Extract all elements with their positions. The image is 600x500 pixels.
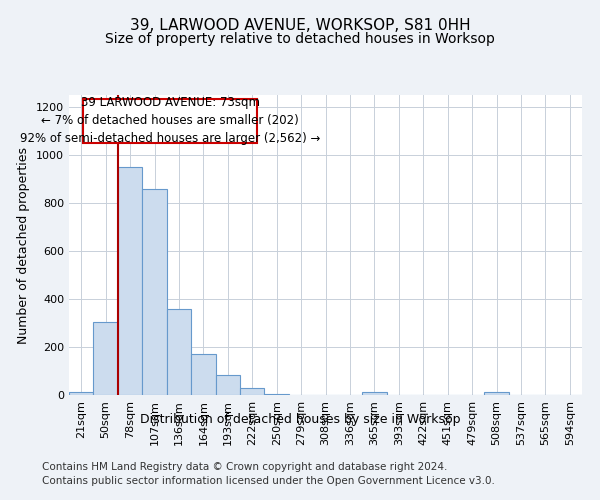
Bar: [118, 167, 142, 395]
Text: 39, LARWOOD AVENUE, WORKSOP, S81 0HH: 39, LARWOOD AVENUE, WORKSOP, S81 0HH: [130, 18, 470, 32]
Y-axis label: Number of detached properties: Number of detached properties: [17, 146, 31, 344]
Bar: [240, 388, 265, 395]
Text: Distribution of detached houses by size in Worksop: Distribution of detached houses by size …: [140, 412, 460, 426]
Text: Contains HM Land Registry data © Crown copyright and database right 2024.: Contains HM Land Registry data © Crown c…: [42, 462, 448, 472]
Bar: [265, 394, 289, 395]
Bar: [484, 392, 509, 395]
Bar: [167, 308, 191, 395]
Bar: [215, 374, 240, 395]
Bar: [83, 98, 257, 143]
Bar: [142, 188, 167, 395]
Bar: [69, 392, 94, 395]
Bar: [94, 322, 118, 395]
Bar: [191, 354, 215, 395]
Bar: [362, 392, 386, 395]
Text: Contains public sector information licensed under the Open Government Licence v3: Contains public sector information licen…: [42, 476, 495, 486]
Text: 39 LARWOOD AVENUE: 73sqm
← 7% of detached houses are smaller (202)
92% of semi-d: 39 LARWOOD AVENUE: 73sqm ← 7% of detache…: [20, 96, 320, 146]
Text: Size of property relative to detached houses in Worksop: Size of property relative to detached ho…: [105, 32, 495, 46]
